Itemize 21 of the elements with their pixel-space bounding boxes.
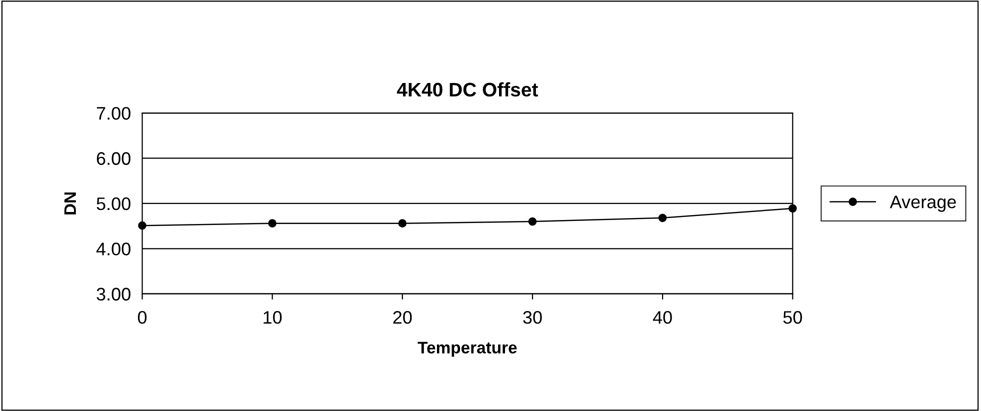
y-tick-label: 7.00 bbox=[96, 106, 130, 120]
point bbox=[268, 219, 276, 228]
point bbox=[398, 219, 407, 228]
y-tick-label: 3.00 bbox=[96, 288, 130, 301]
y-tick-label: 5.00 bbox=[96, 197, 130, 210]
point bbox=[658, 214, 667, 222]
legend-label: Average bbox=[890, 196, 956, 212]
point bbox=[138, 221, 146, 230]
y-tick-label: 6.00 bbox=[96, 152, 130, 165]
y-tick-label: 4.00 bbox=[96, 242, 130, 256]
x-tick-label: 0 bbox=[138, 311, 147, 324]
point bbox=[528, 217, 537, 226]
x-tick-label: 30 bbox=[523, 311, 542, 324]
point bbox=[788, 204, 797, 213]
x-tick-label: 40 bbox=[652, 311, 672, 324]
x-tick-label: 50 bbox=[783, 311, 802, 324]
x-tick-label: 10 bbox=[264, 311, 282, 324]
x-tick-label: 20 bbox=[393, 311, 412, 324]
x-axis-title: Temperature bbox=[418, 342, 517, 357]
chart-title: 4K40 DC Offset bbox=[396, 82, 538, 97]
y-axis-title: DN bbox=[64, 192, 76, 214]
